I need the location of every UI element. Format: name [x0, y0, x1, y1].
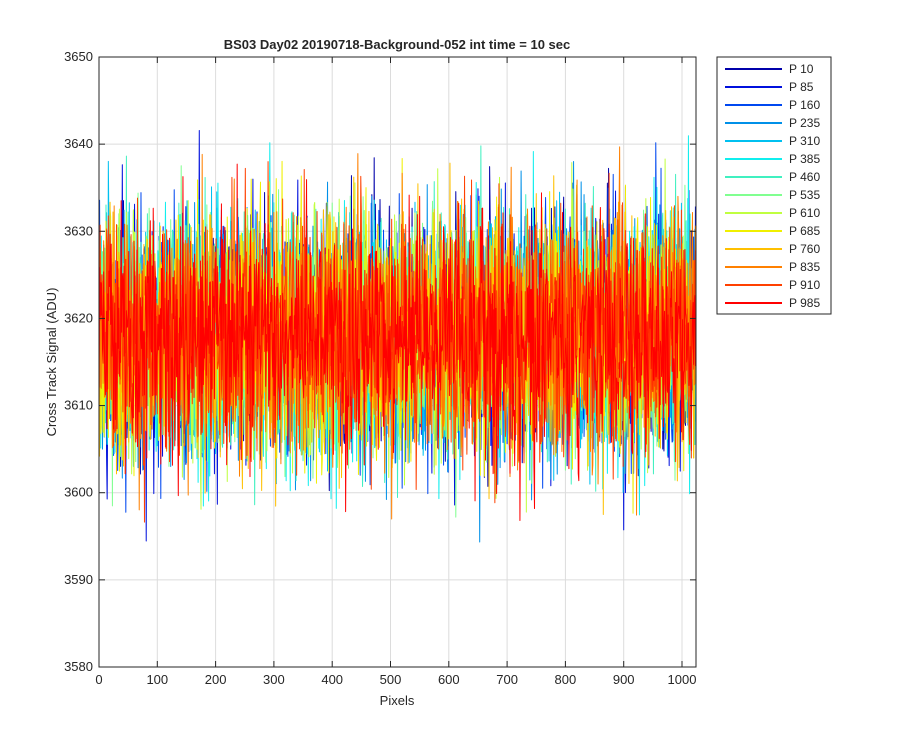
y-tick-label: 3600	[64, 485, 93, 500]
x-tick-label: 200	[205, 672, 227, 687]
y-tick-label: 3640	[64, 136, 93, 151]
x-tick-label: 900	[613, 672, 635, 687]
x-tick-label: 1000	[668, 672, 697, 687]
y-tick-label: 3610	[64, 398, 93, 413]
legend-label: P 835	[789, 260, 820, 274]
x-tick-label: 700	[496, 672, 518, 687]
axis-ticks: 0 100 200 300 400 500 600 700 800 900 1000 3580 3590…	[64, 49, 696, 687]
y-tick-label: 3650	[64, 49, 93, 64]
y-tick-label: 3590	[64, 572, 93, 587]
legend-label: P 460	[789, 170, 820, 184]
series-lines	[98, 129, 696, 543]
x-tick-label: 500	[380, 672, 402, 687]
x-tick-label: 400	[321, 672, 343, 687]
y-tick-label: 3580	[64, 659, 93, 674]
x-tick-label: 600	[438, 672, 460, 687]
y-axis-label: Cross Track Signal (ADU)	[44, 288, 59, 437]
y-tick-label: 3620	[64, 310, 93, 325]
legend-label: P 385	[789, 152, 820, 166]
legend-label: P 760	[789, 242, 820, 256]
legend-label: P 685	[789, 224, 820, 238]
legend-box	[716, 56, 832, 315]
legend-label: P 310	[789, 134, 820, 148]
legend-label: P 610	[789, 206, 820, 220]
series-line-p985	[98, 163, 696, 522]
x-tick-label: 800	[555, 672, 577, 687]
legend-label: P 160	[789, 98, 820, 112]
legend-label: P 235	[789, 116, 820, 130]
legend-label: P 535	[789, 188, 820, 202]
y-tick-label: 3630	[64, 223, 93, 238]
plot-frame	[98, 56, 697, 668]
x-tick-label: 0	[95, 672, 102, 687]
legend-label: P 985	[789, 296, 820, 310]
legend-label: P 910	[789, 278, 820, 292]
chart-title: BS03 Day02 20190718-Background-052 int t…	[224, 37, 571, 52]
x-tick-label: 300	[263, 672, 285, 687]
legend-label: P 85	[789, 80, 814, 94]
legend: P 10 P 85 P 160 P 235 P 310 P 385 P 460 P 535 P …	[716, 56, 832, 315]
x-axis-label: Pixels	[380, 693, 415, 708]
legend-label: P 10	[789, 62, 814, 76]
x-tick-label: 100	[146, 672, 168, 687]
